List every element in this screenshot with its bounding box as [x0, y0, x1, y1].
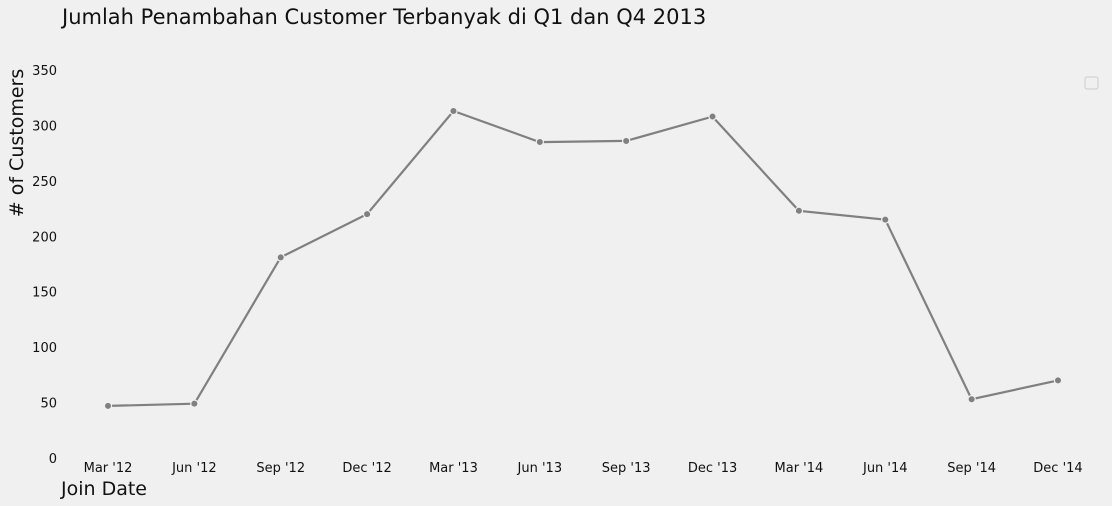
- x-tick-label: Sep '12: [256, 461, 305, 476]
- x-tick-label: Dec '14: [1033, 461, 1082, 476]
- x-axis-label: Join Date: [60, 478, 147, 500]
- x-tick-label: Dec '13: [688, 461, 737, 476]
- data-point: [276, 253, 285, 262]
- series-line: [107, 109, 1059, 407]
- y-tick-label: 0: [49, 452, 57, 467]
- x-tick-label: Sep '13: [602, 461, 651, 476]
- x-tick-label: Mar '12: [84, 461, 133, 476]
- data-point: [794, 206, 804, 215]
- chart-title: Jumlah Penambahan Customer Terbanyak di …: [60, 5, 706, 29]
- data-point: [1053, 376, 1063, 385]
- x-tick-label: Mar '13: [429, 461, 478, 476]
- x-tick-label: Mar '14: [775, 461, 824, 476]
- data-point: [535, 137, 545, 147]
- data-point: [967, 395, 976, 404]
- x-tick-label: Jun '14: [862, 461, 908, 476]
- x-tick-label: Dec '12: [342, 461, 391, 476]
- y-tick-label: 50: [40, 397, 57, 412]
- data-point: [708, 112, 717, 121]
- x-tick-label: Jun '12: [171, 461, 217, 476]
- data-point: [881, 215, 890, 224]
- series-layer: [107, 109, 1059, 407]
- marker-layer: [103, 106, 1063, 411]
- y-tick-label: 200: [32, 230, 57, 245]
- data-point: [190, 399, 199, 408]
- y-tick-label: 300: [32, 119, 57, 134]
- data-point: [621, 136, 631, 146]
- y-tick-label: 100: [32, 341, 57, 356]
- x-axis-ticks: Mar '12 Jun '12 Sep '12 Dec '12 Mar '13 Jun '…: [84, 461, 1083, 476]
- y-axis-ticks: 0 50 100 150 200 250 300 350: [32, 64, 57, 467]
- legend-box: [1084, 76, 1099, 90]
- data-point: [103, 401, 113, 411]
- x-tick-label: Jun '13: [517, 461, 563, 476]
- y-tick-label: 350: [32, 64, 57, 79]
- y-axis-label: # of Customers: [6, 69, 28, 218]
- y-tick-label: 250: [32, 175, 57, 190]
- data-point: [449, 106, 458, 116]
- y-tick-label: 150: [32, 286, 57, 301]
- data-point: [362, 209, 372, 219]
- x-tick-label: Sep '14: [947, 461, 996, 476]
